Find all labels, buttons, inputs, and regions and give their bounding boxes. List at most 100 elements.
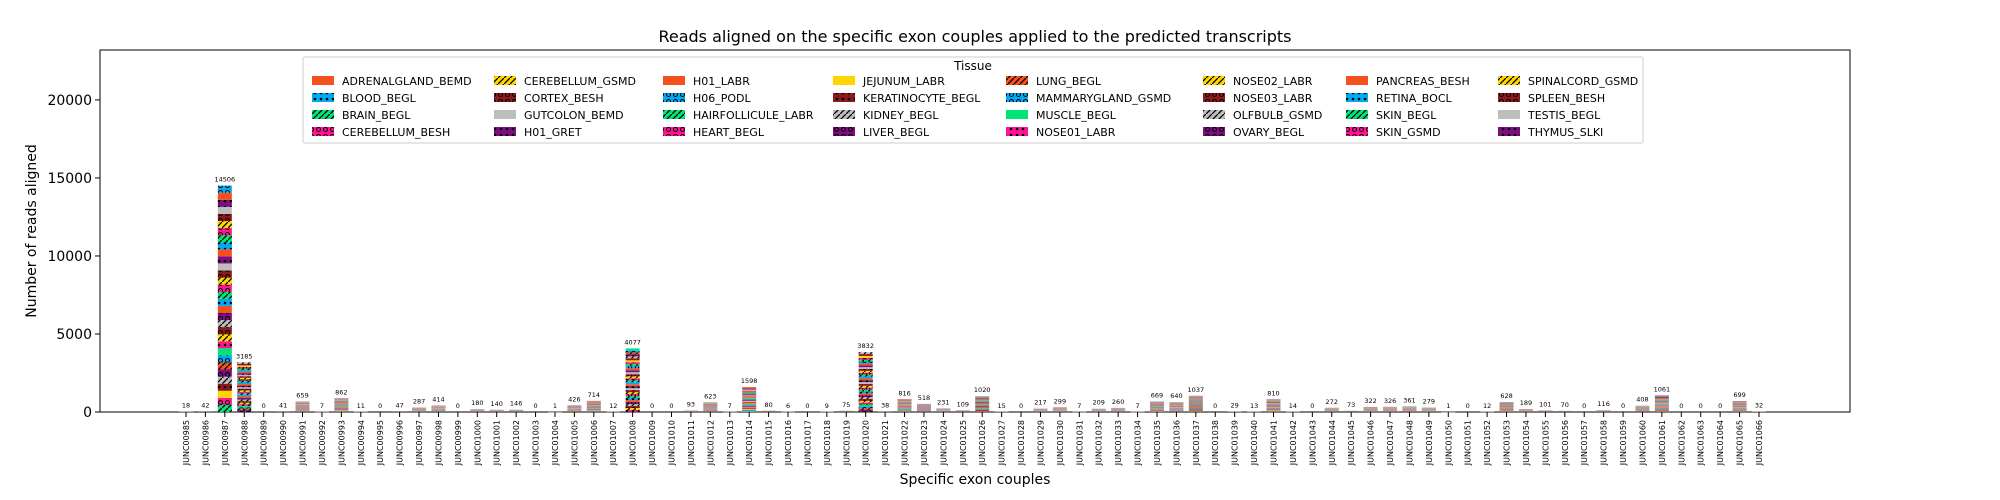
x-tick-label: JUNC01062 xyxy=(1677,420,1686,466)
legend-swatch-hatch xyxy=(1346,93,1368,102)
bar-total-label: 189 xyxy=(1520,399,1532,407)
bar-segment-hatch xyxy=(217,277,232,285)
bar-total-label: 279 xyxy=(1423,398,1435,406)
bar-total-label: 116 xyxy=(1597,400,1609,408)
bar-total-label: 14 xyxy=(1289,402,1297,410)
x-tick-label: JUNC00985 xyxy=(182,420,191,466)
bar-segment-hatch xyxy=(858,380,873,383)
bar-total-label: 699 xyxy=(1733,391,1745,399)
legend-swatch-hatch xyxy=(312,127,334,136)
bar-segment xyxy=(217,348,232,356)
bar-segment-hatch xyxy=(237,390,252,392)
x-axis: JUNC00985 JUNC00986 JUNC00987 JUNC00988 JUNC… xyxy=(182,412,1764,466)
bar-segment xyxy=(1654,402,1669,403)
bar-total-label: 6 xyxy=(786,402,790,410)
bar-segment-hatch xyxy=(625,354,640,357)
legend-swatch xyxy=(1006,110,1028,119)
bar-segment xyxy=(1654,409,1669,410)
bar-segment-hatch xyxy=(625,350,640,353)
legend-item: JEJUNUM_LABR xyxy=(833,75,945,88)
bar-total-label: 180 xyxy=(471,399,483,407)
bar-segment-hatch xyxy=(625,398,640,401)
bar-total-label: 260 xyxy=(1112,398,1124,406)
bar-segment-hatch xyxy=(237,408,252,411)
x-tick-label: JUNC01032 xyxy=(1095,420,1104,466)
bar-segment-hatch xyxy=(237,363,252,366)
bar-segment xyxy=(742,401,757,402)
bar-segment xyxy=(858,378,873,381)
legend-item: CEREBELLUM_BESH xyxy=(312,126,450,139)
x-tick-label: JUNC01054 xyxy=(1522,420,1531,466)
bar-segment xyxy=(1188,403,1203,405)
bar-segment-hatch xyxy=(217,327,232,335)
legend-label: NOSE03_LABR xyxy=(1233,92,1313,105)
x-tick-label: JUNC00998 xyxy=(434,420,443,466)
x-tick-label: JUNC01049 xyxy=(1425,420,1434,466)
bar-segment-hatch xyxy=(858,372,873,375)
bar-segment xyxy=(742,404,757,406)
bar-segment-hatch xyxy=(237,379,252,381)
bar-segment-hatch xyxy=(625,378,640,381)
legend-label: MUSCLE_BEGL xyxy=(1036,109,1117,122)
legend-label: SKIN_BEGL xyxy=(1376,109,1437,122)
bar-segment xyxy=(1188,396,1203,398)
x-tick-label: JUNC00990 xyxy=(279,420,288,466)
bar-segment xyxy=(1188,400,1203,402)
legend-swatch-hatch xyxy=(1203,93,1225,102)
bar-total-label: 714 xyxy=(588,391,600,399)
bar-total-label: 0 xyxy=(533,402,537,410)
bar-segment-hatch xyxy=(237,399,252,402)
x-tick-label: JUNC01061 xyxy=(1658,420,1667,466)
bar-segment xyxy=(1188,397,1203,399)
bar-segment xyxy=(742,399,757,401)
x-tick-label: JUNC01064 xyxy=(1716,420,1725,466)
legend-item: H01_LABR xyxy=(663,75,750,88)
bar-total-label: 1061 xyxy=(1654,385,1671,393)
bar-segment-hatch xyxy=(217,213,232,222)
legend-label: THYMUS_SLKI xyxy=(1527,126,1603,139)
bar-segment-hatch xyxy=(625,376,640,379)
bar-segment-hatch xyxy=(237,382,252,385)
bar-segment-hatch xyxy=(217,298,232,306)
legend-item: MUSCLE_BEGL xyxy=(1006,109,1117,122)
x-tick-label: JUNC01009 xyxy=(648,420,657,466)
bar-segment xyxy=(1188,405,1203,406)
bar-segment-hatch xyxy=(858,354,873,356)
legend-item: H06_PODL xyxy=(663,92,752,105)
bar-segment-hatch xyxy=(625,364,640,367)
bar-segment-hatch xyxy=(237,393,252,395)
legend-item: GUTCOLON_BEMD xyxy=(494,109,624,122)
legend-label: SPLEEN_BESH xyxy=(1528,92,1605,105)
legend-label: HAIRFOLLICULE_LABR xyxy=(693,109,814,122)
bar-total-label: 13 xyxy=(1250,402,1258,410)
bar-segment xyxy=(1654,399,1669,400)
bar-segment-hatch xyxy=(625,396,640,399)
x-tick-label: JUNC01016 xyxy=(784,420,793,466)
legend-swatch xyxy=(312,76,334,85)
bar-segment xyxy=(1188,398,1203,399)
bar-segment xyxy=(1188,396,1203,397)
bar-segment xyxy=(1188,406,1203,408)
x-tick-label: JUNC01020 xyxy=(862,420,871,466)
bar-segment-hatch xyxy=(217,355,232,363)
legend-label: HEART_BEGL xyxy=(693,126,765,139)
bar-segment-hatch xyxy=(858,361,873,364)
bar-segment xyxy=(1188,405,1203,407)
bar-segment xyxy=(1188,401,1203,403)
bar-segment-hatch xyxy=(858,357,873,360)
legend-item: ADRENALGLAND_BEMD xyxy=(312,75,472,88)
bar-total-label: 669 xyxy=(1151,392,1163,400)
bar-segment-hatch xyxy=(858,398,873,401)
bar-total-label: 0 xyxy=(1679,402,1683,410)
bar-total-label: 322 xyxy=(1364,397,1376,405)
bar-total-label: 0 xyxy=(1310,402,1314,410)
legend-item: HAIRFOLLICULE_LABR xyxy=(663,109,814,122)
x-tick-label: JUNC01056 xyxy=(1561,420,1570,466)
bar-segment xyxy=(742,390,757,391)
bar-segment-hatch xyxy=(625,404,640,407)
bar-segment-hatch xyxy=(217,320,232,328)
x-tick-label: JUNC00986 xyxy=(201,420,210,466)
x-tick-label: JUNC01027 xyxy=(998,420,1007,466)
bar-segment xyxy=(625,360,640,363)
bar-segment xyxy=(742,407,757,409)
